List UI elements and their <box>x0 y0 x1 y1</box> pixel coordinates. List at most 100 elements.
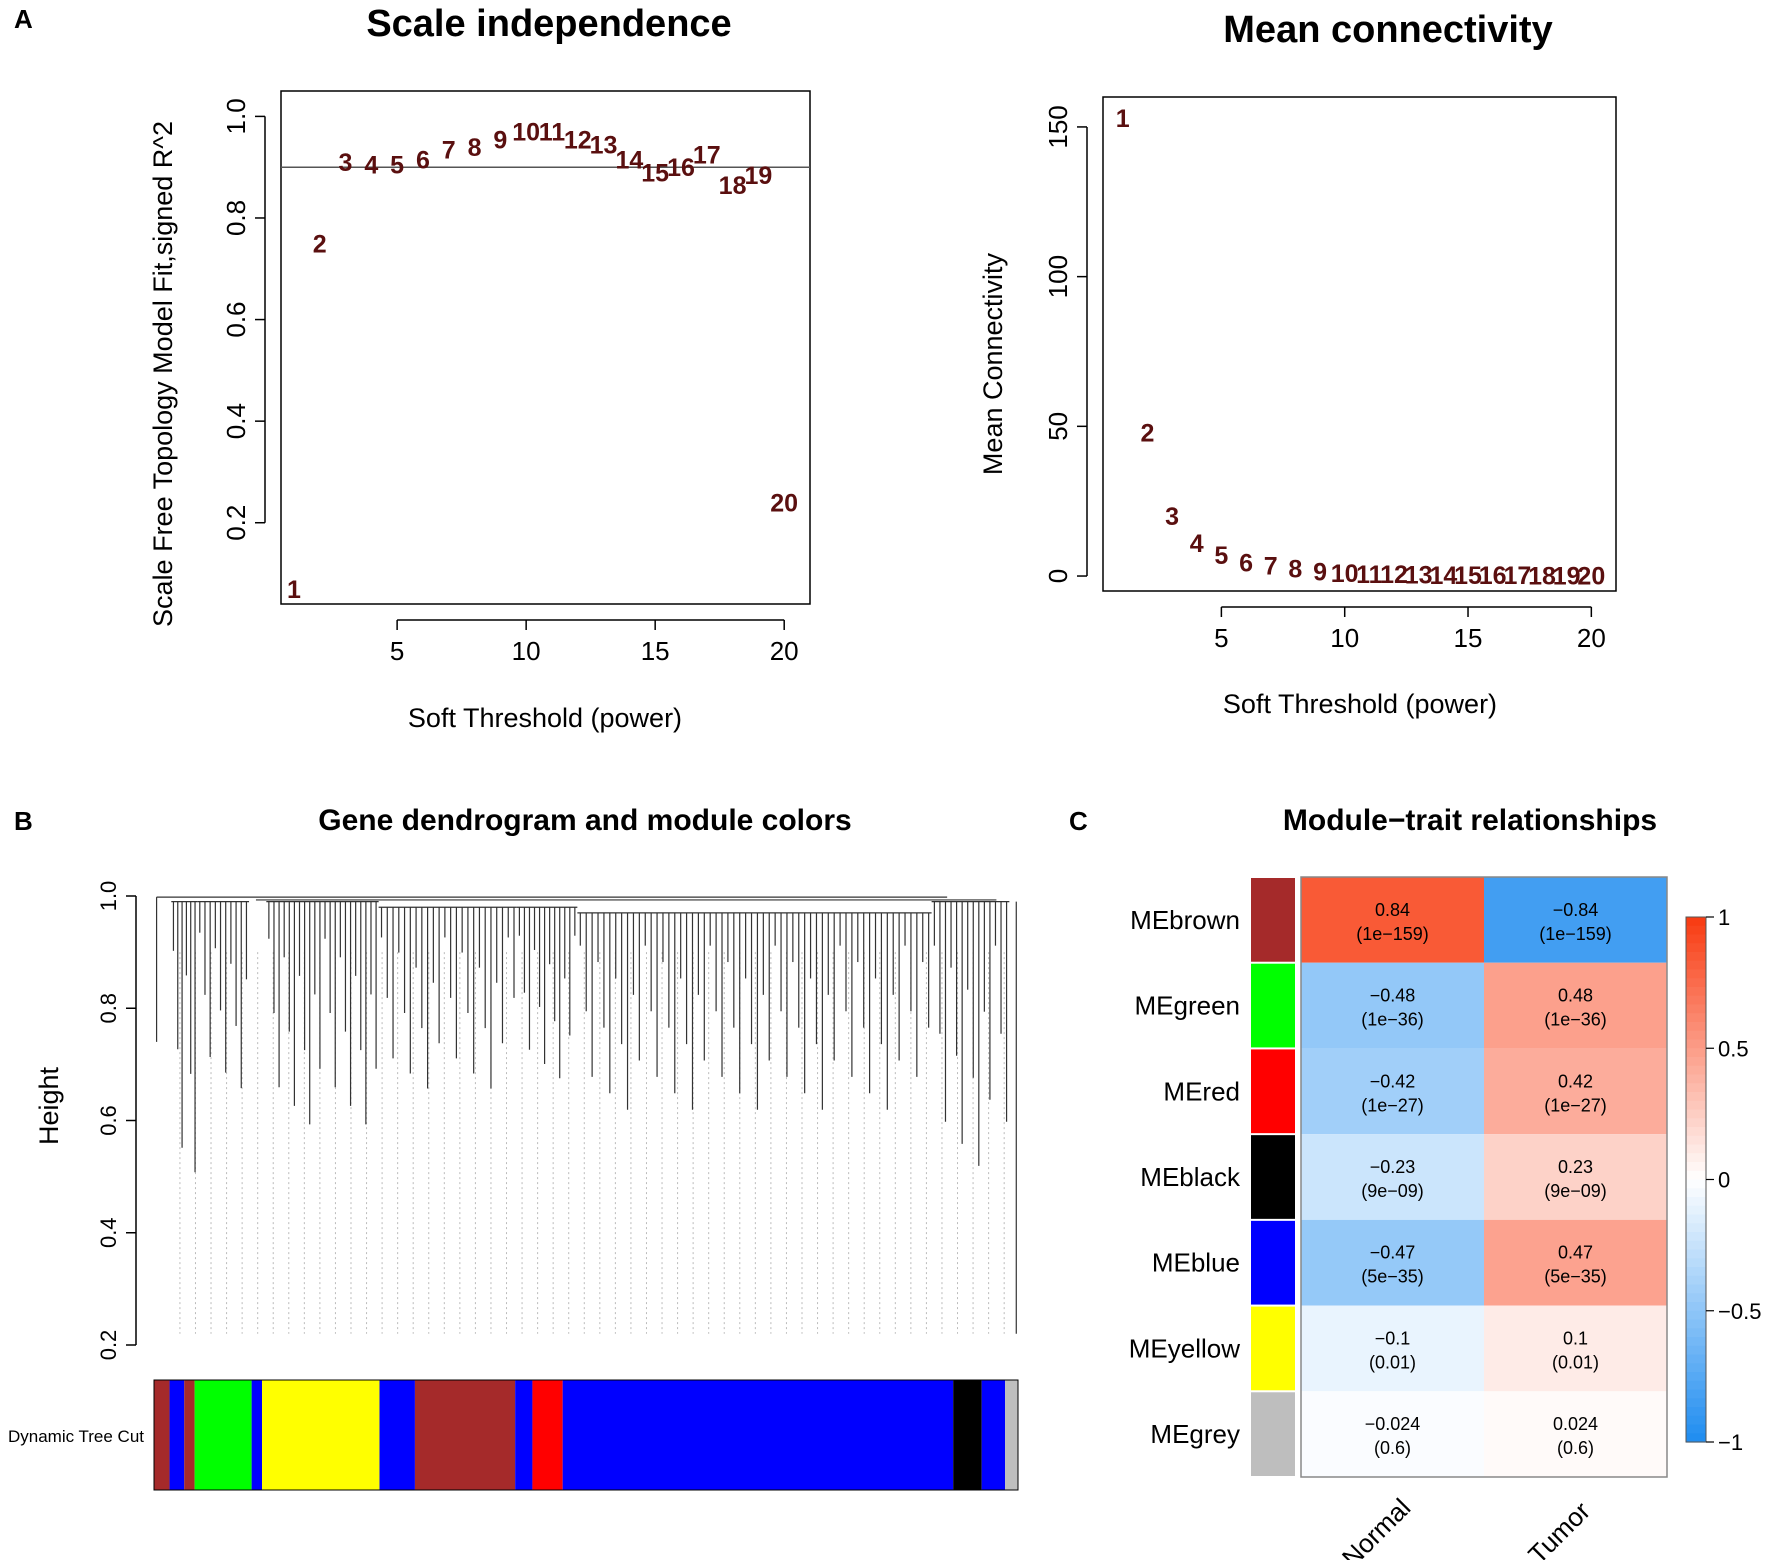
legend-gradient-step <box>1686 934 1706 944</box>
legend-gradient-step <box>1686 943 1706 953</box>
data-point: 3 <box>339 149 353 177</box>
x-axis-label: Soft Threshold (power) <box>1223 689 1497 719</box>
legend-gradient-step <box>1686 1398 1706 1408</box>
y-axis-label: Height <box>34 1066 64 1145</box>
legend-gradient-step <box>1686 1205 1706 1216</box>
y-tick-label: 1.0 <box>96 881 121 912</box>
color-bar-label: Dynamic Tree Cut <box>8 1427 144 1446</box>
chart-title: Module−trait relationships <box>1283 804 1657 837</box>
legend-gradient-step <box>1686 1188 1706 1198</box>
data-point: 3 <box>1165 503 1179 531</box>
data-point: 11 <box>539 119 566 147</box>
module-color-segment <box>1005 1380 1018 1490</box>
y-tick-label: 0 <box>1043 569 1073 583</box>
legend-gradient-step <box>1686 995 1706 1006</box>
legend-gradient-step <box>1686 1170 1706 1181</box>
heatmap-cell <box>1484 1219 1667 1306</box>
legend-gradient-step <box>1686 1380 1706 1391</box>
cell-correlation: −0.23 <box>1370 1157 1416 1177</box>
data-point: 7 <box>442 136 456 164</box>
legend-gradient-step <box>1686 1057 1706 1067</box>
module-trait-heatmap: Module−trait relationships MEbrown 0.84 (1… <box>1129 804 1762 1560</box>
cell-correlation: 0.23 <box>1558 1157 1593 1177</box>
heatmap-frame <box>1300 876 1668 1478</box>
legend-gradient-step <box>1686 1100 1706 1111</box>
legend-gradient-step <box>1686 1275 1706 1286</box>
data-point: 9 <box>1313 559 1327 587</box>
module-label: MEgrey <box>1150 1419 1240 1449</box>
legend-gradient-step <box>1686 1345 1706 1356</box>
legend-gradient-step <box>1686 1389 1706 1399</box>
legend-gradient-step <box>1686 1328 1706 1338</box>
cell-correlation: 0.1 <box>1563 1328 1588 1348</box>
module-color-segment <box>515 1380 533 1490</box>
y-tick-label: 150 <box>1043 105 1073 148</box>
module-label: MEbrown <box>1130 905 1240 935</box>
module-color-segment <box>194 1380 252 1490</box>
x-tick-label: 20 <box>1577 623 1606 653</box>
legend-gradient-step <box>1686 1363 1706 1373</box>
y-tick-label: 50 <box>1043 412 1073 441</box>
y-tick-label: 0.2 <box>96 1330 121 1361</box>
plot-frame <box>280 90 811 605</box>
data-point: 12 <box>1380 561 1408 589</box>
cell-correlation: 0.84 <box>1375 900 1410 920</box>
legend-gradient-step <box>1686 1065 1706 1076</box>
data-point: 8 <box>468 134 482 162</box>
module-color-bar <box>153 1379 1019 1491</box>
data-point: 10 <box>512 119 540 147</box>
data-point: 15 <box>1454 562 1482 590</box>
y-tick-label: 0.8 <box>221 200 251 236</box>
legend-gradient-step <box>1686 1293 1706 1303</box>
heatmap-cell <box>1301 1048 1484 1135</box>
legend-gradient-step <box>1686 1319 1706 1329</box>
legend-gradient-step <box>1686 1284 1706 1294</box>
legend-gradient-step <box>1686 1004 1706 1014</box>
y-axis-label: Mean Connectivity <box>978 252 1008 475</box>
data-point: 4 <box>364 152 378 180</box>
x-tick-label: 15 <box>1454 623 1483 653</box>
module-label: MEblack <box>1140 1162 1241 1192</box>
x-tick-label: 15 <box>641 636 670 666</box>
module-label: MEgreen <box>1135 991 1241 1021</box>
x-tick-label: 10 <box>512 636 541 666</box>
cell-pvalue: (1e−27) <box>1544 1095 1607 1115</box>
y-axis-label: Scale Free Topology Model Fit,signed R^2 <box>148 121 178 627</box>
y-tick-label: 1.0 <box>221 98 251 134</box>
legend-tick-label: 0.5 <box>1718 1036 1749 1061</box>
module-color-segment <box>953 1380 982 1490</box>
cell-pvalue: (9e−09) <box>1361 1181 1424 1201</box>
legend-gradient-step <box>1686 1135 1706 1146</box>
cell-pvalue: (0.6) <box>1557 1438 1594 1458</box>
color-bar-frame <box>153 1379 1019 1491</box>
module-color-swatch <box>1251 1306 1295 1391</box>
cell-pvalue: (5e−35) <box>1544 1267 1607 1287</box>
legend-gradient-step <box>1686 1153 1706 1163</box>
heatmap-cell <box>1301 1134 1484 1220</box>
data-point: 7 <box>1264 553 1278 581</box>
data-point: 15 <box>641 159 669 187</box>
data-point: 16 <box>667 154 695 182</box>
module-color-segment <box>184 1380 195 1490</box>
data-point: 10 <box>1331 560 1359 588</box>
legend-gradient-step <box>1686 1083 1706 1093</box>
plot-frame <box>1102 96 1617 592</box>
legend-gradient-step <box>1686 1302 1706 1312</box>
data-point: 12 <box>564 126 592 154</box>
cell-pvalue: (0.6) <box>1374 1438 1411 1458</box>
data-point: 8 <box>1288 556 1302 584</box>
data-point: 5 <box>390 152 404 180</box>
legend-tick-label: 1 <box>1718 905 1730 930</box>
y-tick-label: 0.4 <box>96 1217 121 1248</box>
x-tick-label: 5 <box>1214 623 1228 653</box>
mean-connectivity-chart: Mean connectivity Soft Threshold (power)… <box>978 9 1617 719</box>
y-tick-label: 0.4 <box>221 403 251 439</box>
chart-title: Mean connectivity <box>1223 9 1552 51</box>
legend-gradient-step <box>1686 1048 1706 1058</box>
legend-gradient-step <box>1686 1310 1706 1321</box>
data-point: 18 <box>1528 562 1556 590</box>
legend-gradient-step <box>1686 1039 1706 1049</box>
cell-pvalue: (0.01) <box>1552 1352 1599 1372</box>
cell-pvalue: (1e−36) <box>1544 1010 1607 1030</box>
